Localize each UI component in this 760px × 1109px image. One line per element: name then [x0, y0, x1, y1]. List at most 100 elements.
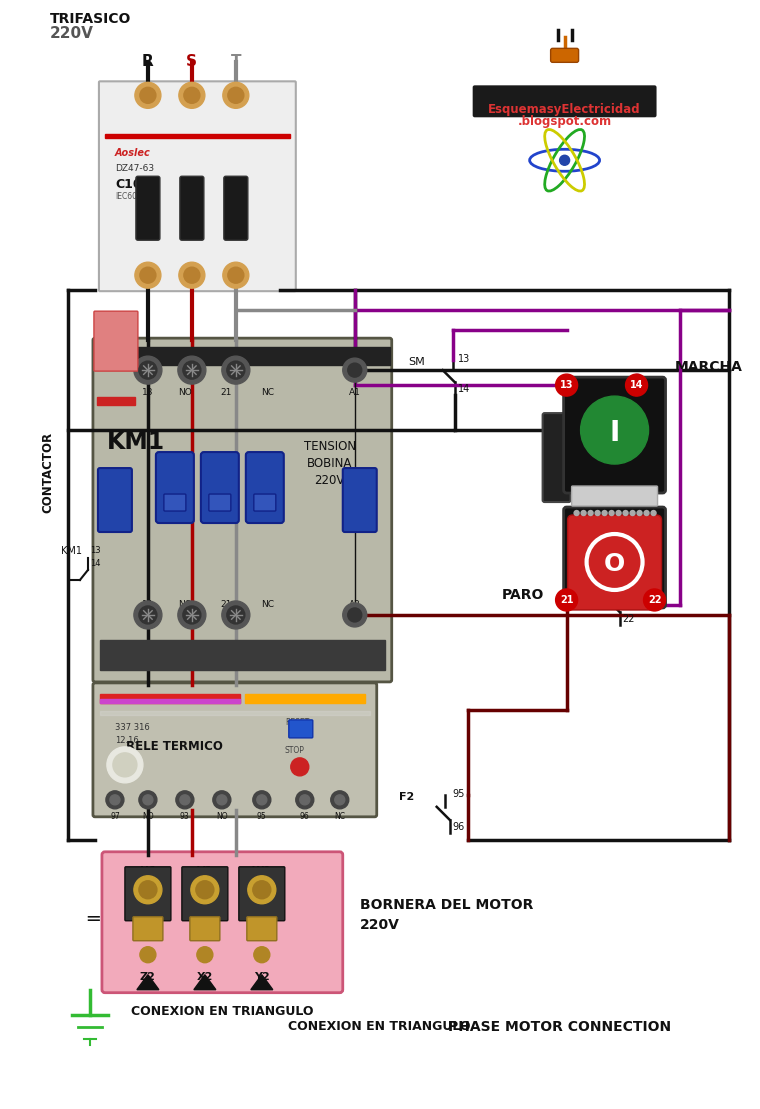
Text: 14: 14 — [630, 380, 643, 390]
Text: DZ47-63: DZ47-63 — [115, 164, 154, 173]
Text: 97: 97 — [110, 812, 120, 821]
FancyBboxPatch shape — [239, 867, 285, 920]
Circle shape — [254, 947, 270, 963]
Circle shape — [625, 374, 648, 396]
Circle shape — [291, 757, 309, 776]
FancyBboxPatch shape — [568, 515, 661, 610]
Text: 21: 21 — [220, 600, 232, 609]
Text: 14: 14 — [142, 600, 154, 609]
Text: PHASE MOTOR CONNECTION: PHASE MOTOR CONNECTION — [448, 1019, 671, 1034]
FancyBboxPatch shape — [136, 176, 160, 241]
Circle shape — [183, 362, 201, 379]
Circle shape — [184, 88, 200, 103]
Text: CONEXION EN TRIANGULO: CONEXION EN TRIANGULO — [131, 1005, 313, 1018]
Text: NC: NC — [334, 812, 345, 821]
Text: T: T — [230, 54, 241, 70]
Circle shape — [257, 795, 267, 805]
Circle shape — [139, 362, 157, 379]
FancyBboxPatch shape — [180, 176, 204, 241]
Text: 22: 22 — [648, 594, 661, 606]
Text: U1: U1 — [140, 866, 157, 876]
FancyBboxPatch shape — [201, 452, 239, 523]
Circle shape — [113, 753, 137, 776]
FancyBboxPatch shape — [343, 468, 377, 532]
Circle shape — [217, 795, 226, 805]
FancyBboxPatch shape — [99, 81, 296, 292]
Circle shape — [135, 82, 161, 109]
Text: 13: 13 — [90, 546, 100, 554]
Text: 14: 14 — [458, 384, 470, 394]
Circle shape — [226, 362, 245, 379]
Text: RESET: RESET — [285, 718, 309, 726]
Circle shape — [178, 356, 206, 384]
Polygon shape — [251, 975, 273, 989]
FancyBboxPatch shape — [473, 85, 657, 118]
Circle shape — [228, 267, 244, 283]
Text: Aoslec: Aoslec — [115, 149, 150, 159]
Circle shape — [637, 510, 642, 516]
Circle shape — [179, 82, 205, 109]
Text: W1: W1 — [252, 866, 272, 876]
Text: A2: A2 — [349, 600, 361, 609]
Circle shape — [223, 82, 249, 109]
Text: CONTACTOR: CONTACTOR — [42, 431, 55, 513]
Circle shape — [179, 262, 205, 288]
FancyBboxPatch shape — [564, 507, 666, 608]
Text: MARCHA: MARCHA — [675, 360, 743, 374]
Circle shape — [616, 510, 621, 516]
Circle shape — [588, 510, 593, 516]
FancyBboxPatch shape — [182, 867, 228, 920]
Text: PARO: PARO — [502, 588, 545, 602]
Text: 12.16: 12.16 — [115, 736, 138, 745]
Circle shape — [556, 589, 578, 611]
Text: CONEXION EN TRIANGULO: CONEXION EN TRIANGULO — [289, 1019, 471, 1032]
FancyBboxPatch shape — [93, 338, 391, 682]
Text: V1: V1 — [197, 866, 213, 876]
Text: A1: A1 — [349, 388, 361, 397]
Circle shape — [110, 795, 120, 805]
Text: 22: 22 — [622, 614, 635, 624]
FancyBboxPatch shape — [102, 852, 343, 993]
FancyBboxPatch shape — [94, 312, 138, 372]
Text: R: R — [142, 54, 154, 70]
FancyBboxPatch shape — [164, 494, 186, 511]
Circle shape — [184, 267, 200, 283]
Text: 337 316: 337 316 — [115, 723, 150, 732]
Circle shape — [248, 876, 276, 904]
FancyBboxPatch shape — [209, 494, 231, 511]
FancyBboxPatch shape — [289, 720, 313, 737]
Circle shape — [630, 510, 635, 516]
Text: 95: 95 — [453, 788, 465, 798]
Text: TENSION
BOBINA
220V: TENSION BOBINA 220V — [304, 440, 356, 487]
Text: NO: NO — [178, 388, 192, 397]
Text: C10: C10 — [115, 179, 141, 191]
Text: SP: SP — [576, 587, 590, 597]
Text: BORNERA DEL MOTOR: BORNERA DEL MOTOR — [359, 898, 533, 912]
Text: O: O — [604, 552, 625, 576]
Bar — [97, 397, 135, 405]
Text: EsquemasyElectricidad: EsquemasyElectricidad — [488, 103, 641, 116]
Text: NO: NO — [216, 812, 228, 821]
FancyBboxPatch shape — [190, 917, 220, 940]
Bar — [100, 699, 240, 703]
Circle shape — [197, 947, 213, 963]
Text: 96: 96 — [300, 812, 309, 821]
Text: 13: 13 — [560, 380, 573, 390]
Text: KM1: KM1 — [107, 430, 165, 454]
Circle shape — [139, 606, 157, 624]
Circle shape — [140, 267, 156, 283]
Circle shape — [331, 791, 349, 808]
Text: F2: F2 — [400, 792, 415, 802]
Circle shape — [334, 795, 345, 805]
FancyBboxPatch shape — [156, 452, 194, 523]
Circle shape — [595, 510, 600, 516]
Polygon shape — [194, 975, 216, 989]
Circle shape — [139, 791, 157, 808]
FancyBboxPatch shape — [543, 413, 571, 502]
Text: 13: 13 — [458, 354, 470, 364]
Text: NO: NO — [142, 812, 154, 821]
Text: IEC60: IEC60 — [115, 192, 137, 201]
Circle shape — [140, 88, 156, 103]
Circle shape — [140, 947, 156, 963]
FancyBboxPatch shape — [133, 917, 163, 940]
